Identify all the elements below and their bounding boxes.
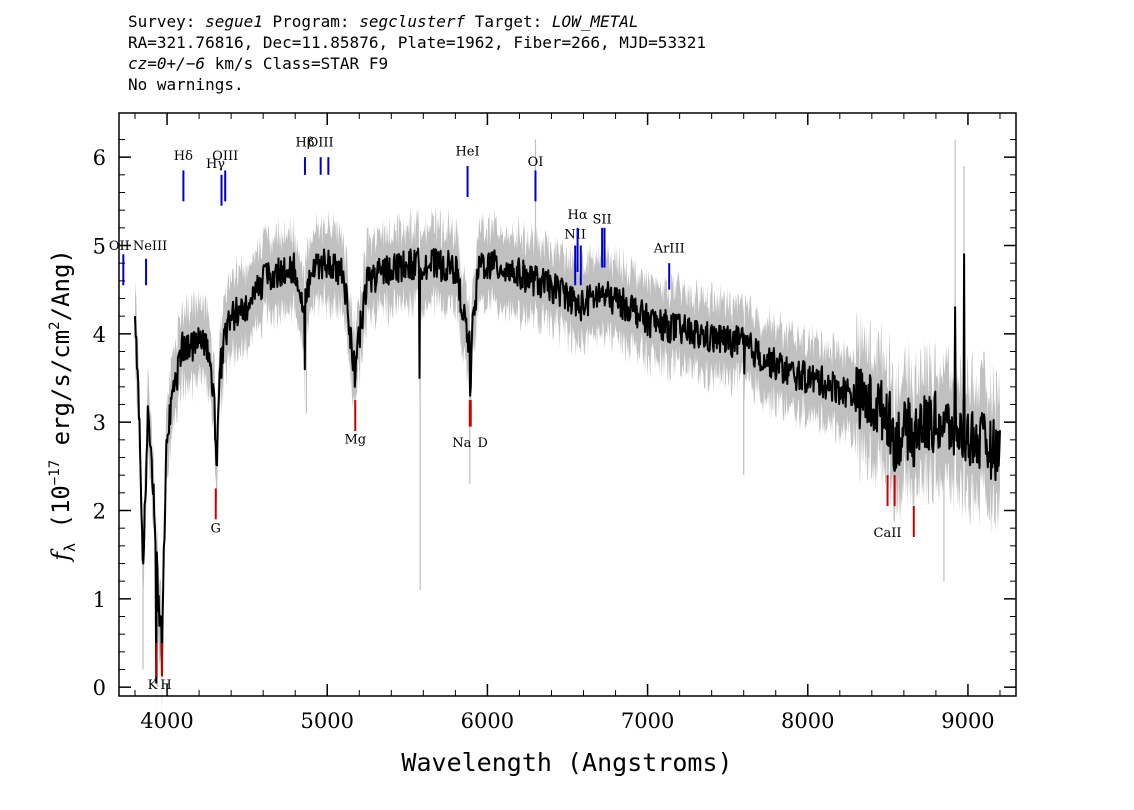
axes: 4000 5000 6000 7000 8000 9000 0 1 2 3 4 5 6 [93,113,1016,733]
spectral-line-label: OIII [212,149,238,164]
header-line1-segment: Survey: [128,12,206,31]
spectral-line-label: Mg [344,432,366,447]
y-axis-label: fλ (10−17 erg/s/cm2/Ang) [47,249,79,563]
header-line1-segment: Target: [465,12,552,31]
spectral-line-label: HeI [455,144,479,159]
spectral-line-label: ArIII [653,242,685,257]
spectral-line-label: K [148,678,158,693]
header-line3-segment: cz=0+/−6 [128,54,206,73]
spectral-line-label: Hγ [206,157,225,172]
x-tick-label: 4000 [140,709,193,733]
spectral-line-label: OIII [308,136,334,151]
y-tick-label: 2 [93,500,106,524]
spectral-line-label: OI [528,155,544,170]
y-tick-label: 5 [93,235,106,259]
x-tick-label: 5000 [301,709,354,733]
header-line4-segment: No warnings. [128,75,244,94]
header-line1-segment: segclusterf [359,12,466,31]
spectral-line-label: Hδ [174,149,193,164]
spectral-line-label: D [478,436,488,451]
spectral-line-label: NeIII [133,239,167,254]
flux-line [134,247,1001,684]
header-redshift-class-line: cz=0+/−6 km/s Class=STAR F9 [128,53,388,74]
header-coordinates-line: RA=321.76816, Dec=11.85876, Plate=1962, … [128,32,706,53]
x-tick-label: 6000 [461,709,514,733]
x-tick-label: 8000 [781,709,834,733]
spectral-line-label: Hα [568,208,588,223]
x-axis-label: Wavelength (Angstroms) [401,748,732,777]
header-warnings-line: No warnings. [128,74,244,95]
header-line1-segment: LOW_METAL [551,12,639,31]
spectral-line-label: CaII [874,526,902,541]
error-band-area [135,195,1000,716]
header-line3-segment: km/s Class=STAR F9 [205,54,389,73]
spectral-line-label: H [160,678,171,693]
header-line2-segment: RA=321.76816, Dec=11.85876, Plate=1962, … [128,33,706,52]
header-line1-segment: segue1 [205,12,263,31]
spectral-line-label: G [211,522,221,537]
spectral-line-label: Hβ [296,136,315,151]
y-tick-label: 3 [93,411,106,435]
x-tick-label: 7000 [621,709,674,733]
spectral-line-label: SII [593,212,612,227]
flux-series [134,247,1001,684]
x-tick-label: 9000 [941,709,994,733]
spectral-line-label: Na [452,436,471,451]
y-tick-label: 4 [93,323,106,347]
y-tick-label: 1 [93,588,106,612]
header-line1-segment: Program: [262,12,360,31]
y-tick-label: 6 [93,146,106,170]
y-tick-label: 0 [93,676,106,700]
error-band [135,139,1000,716]
spectral-line-label: NII [564,227,586,242]
header-survey-line: Survey: segue1 Program: segclusterf Targ… [128,11,639,32]
